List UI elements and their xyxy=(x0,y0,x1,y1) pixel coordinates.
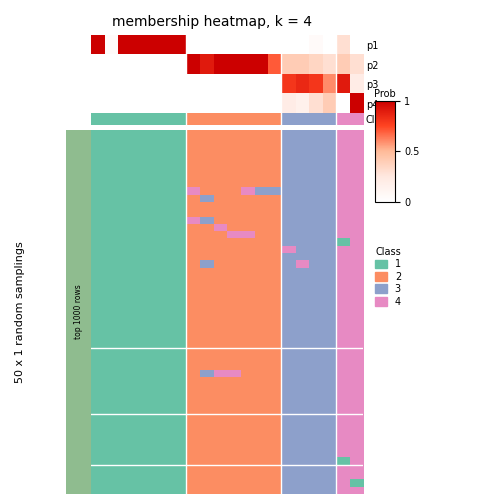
Text: top 1000 rows: top 1000 rows xyxy=(74,284,83,339)
Text: membership heatmap, k = 4: membership heatmap, k = 4 xyxy=(112,15,311,29)
Legend: 1, 2, 3, 4: 1, 2, 3, 4 xyxy=(375,247,401,306)
Text: 50 x 1 random samplings: 50 x 1 random samplings xyxy=(15,241,25,383)
Title: Prob: Prob xyxy=(374,89,396,99)
